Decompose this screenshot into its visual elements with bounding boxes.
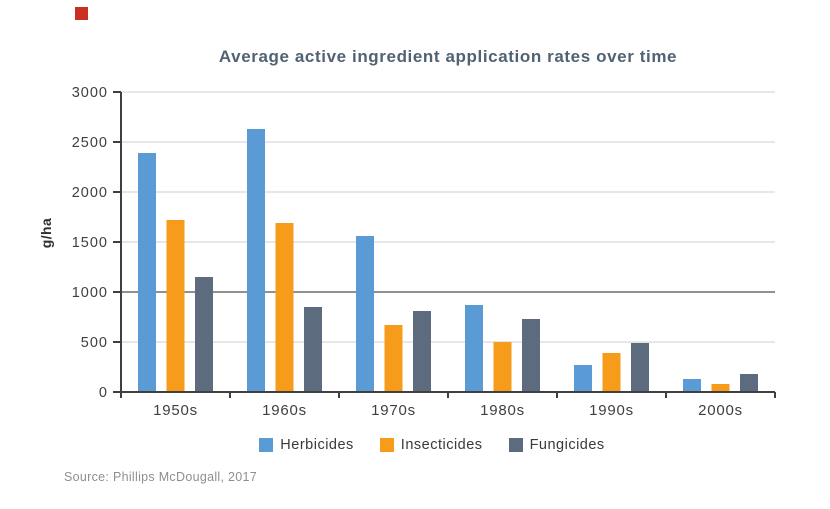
x-tick-label-1990s: 1990s: [589, 402, 634, 419]
x-tick-label-1980s: 1980s: [480, 402, 525, 419]
bar-fungicides-1970s: [413, 311, 431, 392]
bar-fungicides-1950s: [195, 277, 213, 392]
bar-insecticides-1980s: [493, 342, 512, 392]
y-tick-label-2000: 2000: [72, 185, 108, 201]
bar-herbicides-1990s: [574, 365, 592, 392]
bar-insecticides-2000s: [711, 384, 730, 392]
bar-insecticides-1950s: [166, 220, 185, 392]
bar-fungicides-2000s: [740, 374, 758, 392]
bar-insecticides-1960s: [275, 223, 294, 392]
bars-group: [138, 129, 758, 392]
bar-fungicides-1980s: [522, 319, 540, 392]
bar-herbicides-1960s: [247, 129, 265, 392]
y-tick-label-1000: 1000: [72, 285, 108, 301]
bar-herbicides-1980s: [465, 305, 483, 392]
source-note: Source: Phillips McDougall, 2017: [64, 470, 258, 484]
x-tick-label-2000s: 2000s: [698, 402, 743, 419]
legend-swatch-icon: [259, 438, 274, 452]
legend-label: Herbicides: [280, 437, 354, 453]
page-title: Average active ingredient application ra…: [218, 47, 678, 66]
legend: Herbicides Insecticides Fungicides: [105, 436, 759, 454]
y-tick-label-0: 0: [99, 385, 108, 401]
y-tick-label-3000: 3000: [72, 85, 108, 101]
legend-swatch-icon: [508, 438, 523, 452]
legend-label: Fungicides: [529, 437, 605, 453]
y-tick-label-2500: 2500: [72, 135, 108, 151]
x-tick-label-1950s: 1950s: [153, 402, 198, 419]
bar-insecticides-1970s: [384, 325, 403, 392]
bar-fungicides-1990s: [631, 343, 649, 392]
legend-item-insecticides: Insecticides: [379, 437, 483, 453]
bar-fungicides-1960s: [304, 307, 322, 392]
bar-herbicides-1970s: [356, 236, 374, 392]
gridlines: [121, 91, 775, 343]
legend-swatch-icon: [379, 438, 394, 452]
y-tick-label-500: 500: [81, 335, 108, 351]
x-tick-label-1960s: 1960s: [262, 402, 307, 419]
legend-item-herbicides: Herbicides: [259, 437, 354, 453]
red-marker-icon: [75, 7, 88, 20]
x-tick-label-1970s: 1970s: [371, 402, 416, 419]
legend-item-fungicides: Fungicides: [508, 437, 605, 453]
bar-herbicides-2000s: [683, 379, 701, 392]
legend-label: Insecticides: [400, 437, 483, 453]
bar-herbicides-1950s: [138, 153, 156, 392]
bar-insecticides-1990s: [602, 353, 621, 392]
y-tick-label-1500: 1500: [72, 235, 108, 251]
axes: 0 500 1000 1500 2000 2500 3000 1950s 1960s 1970s 1…: [72, 85, 776, 419]
